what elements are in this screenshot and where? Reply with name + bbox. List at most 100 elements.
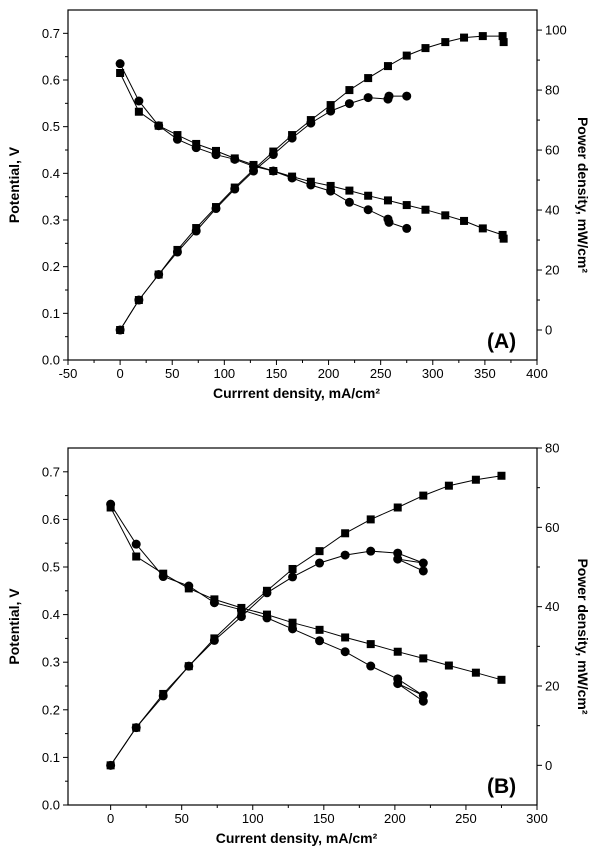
y-left-tick-label: 0.4: [42, 607, 60, 622]
data-point-circle: [106, 760, 116, 770]
x-axis-label: Currrent density, mA/cm²: [213, 385, 380, 401]
data-point-circle: [115, 59, 125, 69]
data-point-square: [326, 181, 335, 190]
y-right-axis-label: Power density, mW/cm²: [575, 117, 591, 273]
panel-label: (B): [487, 775, 516, 798]
data-point-circle: [191, 143, 201, 153]
y-left-tick-label: 0.1: [42, 306, 60, 321]
data-point-square: [478, 224, 487, 233]
y-left-tick-label: 0.6: [42, 73, 60, 88]
data-point-square: [421, 205, 430, 214]
data-point-circle: [340, 550, 350, 560]
data-point-square: [441, 211, 450, 220]
data-point-square: [366, 640, 375, 649]
y-right-tick-label: 20: [545, 263, 559, 278]
data-point-circle: [366, 546, 376, 556]
data-point-square: [419, 491, 428, 500]
data-point-square: [471, 475, 480, 484]
data-point-square: [444, 661, 453, 670]
y-left-tick-label: 0.4: [42, 166, 60, 181]
data-point-square: [383, 196, 392, 205]
data-point-square: [460, 216, 469, 225]
plot-frame: [67, 9, 538, 361]
data-point-circle: [184, 581, 194, 591]
data-point-circle: [115, 325, 125, 335]
x-tick-label: 50: [165, 366, 179, 381]
data-point-square: [419, 654, 428, 663]
series-line-2: [110, 475, 502, 766]
data-point-circle: [154, 270, 164, 280]
data-point-circle: [363, 93, 373, 103]
data-point-square: [383, 62, 392, 71]
data-point-circle: [211, 150, 221, 160]
data-point-square: [421, 44, 430, 53]
data-point-circle: [384, 217, 394, 227]
data-point-square: [460, 33, 469, 42]
x-tick-label: 100: [242, 811, 264, 826]
data-point-circle: [172, 247, 182, 257]
data-point-circle: [402, 91, 412, 101]
x-tick-label: 0: [116, 366, 123, 381]
data-point-square: [471, 668, 480, 677]
data-point-circle: [326, 186, 336, 196]
x-tick-label: 400: [526, 366, 548, 381]
data-point-circle: [393, 679, 403, 689]
data-point-square: [341, 633, 350, 642]
series-line-1: [119, 63, 407, 229]
y-right-tick-label: 0: [545, 758, 552, 773]
data-point-circle: [363, 205, 373, 215]
data-point-circle: [209, 635, 219, 645]
data-point-square: [366, 515, 375, 524]
data-point-square: [134, 107, 143, 116]
x-tick-label: -50: [59, 366, 78, 381]
x-tick-label: 300: [526, 811, 548, 826]
chart-panel-1: 0 50 100 150 200 250 3000.00.10.20.30.40.50.60…: [6, 441, 591, 847]
y-left-tick-label: 0.3: [42, 213, 60, 228]
y-right-tick-label: 80: [545, 441, 559, 456]
x-tick-label: 150: [313, 811, 335, 826]
y-left-tick-label: 0.7: [42, 26, 60, 41]
data-point-circle: [393, 554, 403, 564]
data-point-circle: [326, 106, 336, 116]
data-point-square: [499, 234, 508, 243]
plot-frame: [67, 447, 538, 806]
data-point-circle: [306, 180, 316, 190]
data-point-circle: [184, 661, 194, 671]
data-point-circle: [209, 598, 219, 608]
data-point-circle: [287, 133, 297, 143]
y-right-tick-label: 40: [545, 599, 559, 614]
data-point-square: [326, 101, 335, 110]
data-point-square: [345, 186, 354, 195]
y-right-tick-label: 60: [545, 520, 559, 535]
data-point-circle: [191, 226, 201, 236]
data-point-square: [132, 552, 141, 561]
series-line-3: [119, 95, 407, 331]
data-point-circle: [288, 572, 298, 582]
data-point-circle: [154, 121, 164, 131]
data-point-circle: [402, 223, 412, 233]
y-right-tick-label: 0: [545, 323, 552, 338]
data-point-circle: [134, 96, 144, 106]
y-right-tick-label: 40: [545, 203, 559, 218]
data-point-circle: [106, 499, 116, 509]
data-point-square: [393, 503, 402, 512]
x-tick-label: 300: [422, 366, 444, 381]
data-point-circle: [230, 184, 240, 194]
data-point-circle: [268, 166, 278, 176]
data-point-square: [345, 86, 354, 95]
x-tick-label: 50: [174, 811, 188, 826]
data-point-square: [288, 618, 297, 627]
data-point-circle: [262, 588, 272, 598]
x-tick-label: 350: [474, 366, 496, 381]
y-left-tick-label: 0.6: [42, 512, 60, 527]
data-point-circle: [288, 624, 298, 634]
data-point-circle: [230, 154, 240, 164]
y-right-tick-label: 100: [545, 23, 567, 38]
data-point-square: [444, 481, 453, 490]
series-line-2: [119, 35, 505, 331]
data-point-square: [393, 647, 402, 656]
data-point-circle: [287, 173, 297, 183]
x-tick-label: 150: [266, 366, 288, 381]
y-right-tick-label: 80: [545, 83, 559, 98]
data-point-square: [288, 564, 297, 573]
